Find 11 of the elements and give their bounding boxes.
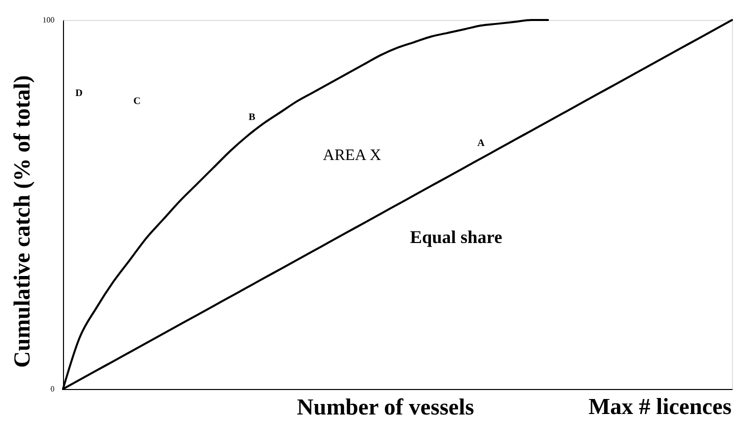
annotation: A — [477, 138, 486, 149]
series-label: Equal share — [410, 227, 502, 247]
text: Max # licences — [588, 394, 732, 419]
annotation: C — [133, 96, 141, 107]
y-tick-label: 0 — [50, 384, 54, 394]
x-axis-title: Number of vessels — [296, 394, 474, 420]
y-axis-title: Cumulative catch (% of total) — [10, 75, 34, 368]
annotation: AREA X — [322, 147, 382, 164]
annotation: B — [248, 112, 256, 123]
annotation: D — [75, 88, 83, 99]
y-tick-label: 100 — [42, 16, 54, 24]
